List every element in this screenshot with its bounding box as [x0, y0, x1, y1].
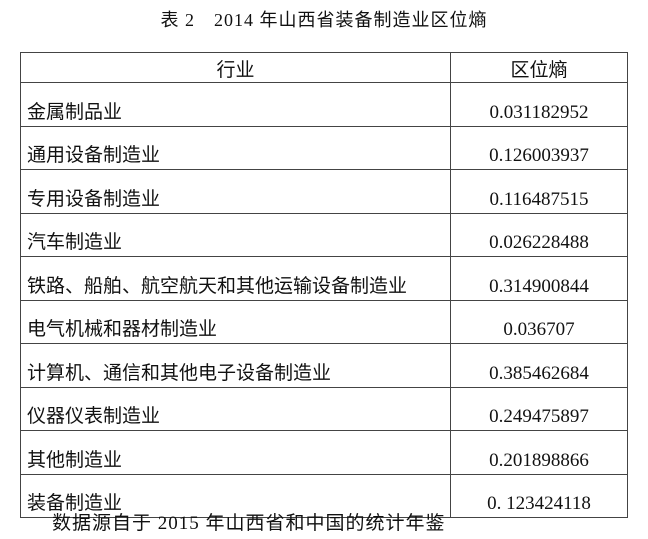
industry-cell: 仪器仪表制造业 [20, 386, 451, 431]
table-row: 通用设备制造业 0.126003937 [20, 125, 628, 170]
value-cell: 0.385462684 [450, 343, 628, 388]
table-row: 其他制造业 0.201898866 [20, 430, 628, 475]
header-industry: 行业 [20, 52, 451, 83]
value-cell: 0. 123424118 [450, 473, 628, 518]
industry-cell: 装备制造业 [20, 473, 451, 518]
table-row: 电气机械和器材制造业 0.036707 [20, 299, 628, 344]
industry-cell: 通用设备制造业 [20, 125, 451, 170]
value-cell: 0.314900844 [450, 256, 628, 301]
value-cell: 0.031182952 [450, 82, 628, 127]
table-header-row: 行业 区位熵 [20, 52, 628, 83]
value-cell: 0.126003937 [450, 125, 628, 170]
table-row: 汽车制造业 0.026228488 [20, 212, 628, 257]
industry-cell: 专用设备制造业 [20, 169, 451, 214]
table-row: 计算机、通信和其他电子设备制造业 0.385462684 [20, 343, 628, 388]
value-cell: 0.036707 [450, 299, 628, 344]
value-cell: 0.026228488 [450, 212, 628, 257]
value-cell: 0.116487515 [450, 169, 628, 214]
industry-cell: 金属制品业 [20, 82, 451, 127]
table-row: 专用设备制造业 0.116487515 [20, 169, 628, 214]
table-caption: 表 2 2014 年山西省装备制造业区位熵 [160, 10, 488, 30]
table-row: 装备制造业 0. 123424118 [20, 473, 628, 518]
source-note: 数据源自于 2015 年山西省和中国的统计年鉴 [52, 513, 446, 534]
table-row: 铁路、船舶、航空航天和其他运输设备制造业 0.314900844 [20, 256, 628, 301]
value-cell: 0.201898866 [450, 430, 628, 475]
value-cell: 0.249475897 [450, 386, 628, 431]
industry-cell: 计算机、通信和其他电子设备制造业 [20, 343, 451, 388]
industry-cell: 汽车制造业 [20, 212, 451, 257]
table-row: 仪器仪表制造业 0.249475897 [20, 386, 628, 431]
industry-cell: 铁路、船舶、航空航天和其他运输设备制造业 [20, 256, 451, 301]
location-entropy-table: 行业 区位熵 金属制品业 0.031182952 通用设备制造业 0.12600393… [20, 52, 628, 518]
industry-cell: 其他制造业 [20, 430, 451, 475]
header-location-entropy: 区位熵 [450, 52, 628, 83]
industry-cell: 电气机械和器材制造业 [20, 299, 451, 344]
table-row: 金属制品业 0.031182952 [20, 82, 628, 127]
